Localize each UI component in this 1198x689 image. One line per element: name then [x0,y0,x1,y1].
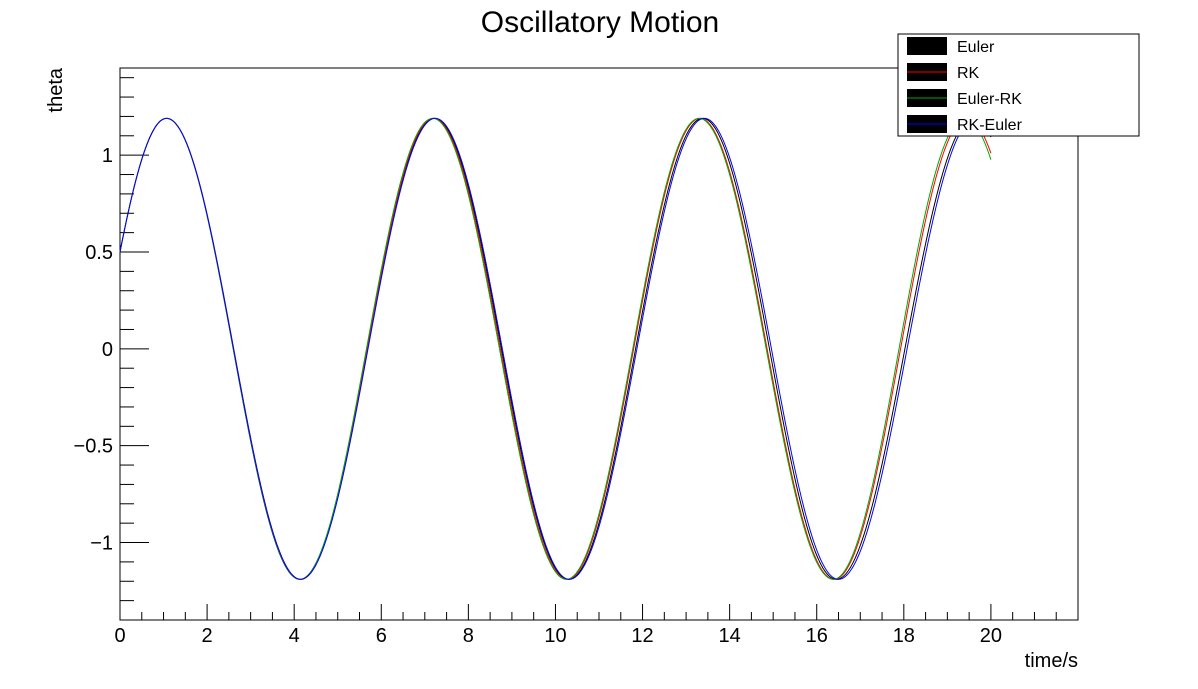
legend-label: Euler-RK [957,91,1022,108]
plot-frame [119,67,1079,621]
legend: Euler RK Euler-RK RK-Euler [897,33,1140,137]
x-tick-label: 12 [631,625,653,647]
x-tick-label: 8 [463,625,474,647]
series-line-rk [119,117,992,580]
series-line-euler-rk [119,117,992,580]
chart-title: Oscillatory Motion [481,6,719,39]
y-tick-label: 0.5 [85,242,113,264]
series-line-rk-euler [119,117,992,580]
x-axis-label: time/s [1025,650,1078,672]
legend-label: Euler [957,39,995,56]
legend-label: RK-Euler [957,117,1023,134]
x-tick-label: 2 [202,625,213,647]
x-tick-label: 18 [893,625,915,647]
x-tick-label: 4 [289,625,300,647]
y-tick-label: −0.5 [74,436,113,458]
y-tick-label: −1 [90,533,113,555]
x-tick-label: 0 [114,625,125,647]
series-lines [119,117,992,580]
y-axis-label: theta [45,67,67,112]
y-tick-label: 1 [102,145,113,167]
x-tick-label: 14 [719,625,741,647]
axis-ticks [119,77,1057,621]
x-tick-label: 6 [376,625,387,647]
x-tick-label: 10 [544,625,566,647]
y-tick-label: 0 [102,339,113,361]
x-tick-label: 16 [806,625,828,647]
legend-label: RK [957,65,980,82]
x-tick-label: 20 [980,625,1002,647]
series-line-euler [119,117,992,580]
y-tick-labels: −1 −0.5 0 0.5 1 [74,145,113,554]
x-tick-labels: 0 2 4 6 8 10 12 14 16 18 20 [114,625,1002,647]
